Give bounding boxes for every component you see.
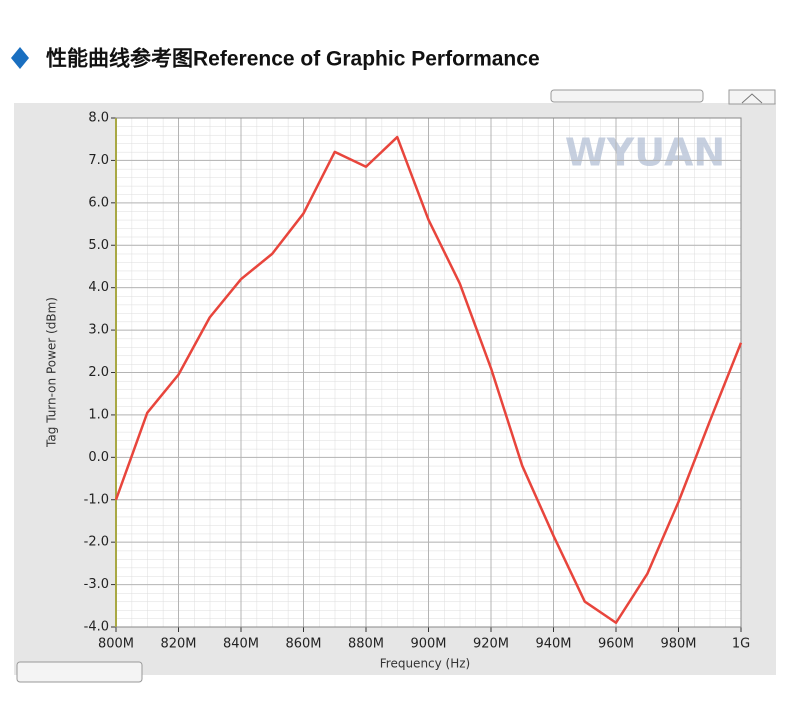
x-tick-label: 940M [535,637,571,652]
x-tick-label: 820M [160,637,196,652]
watermark: WYUAN [565,131,725,175]
x-tick-label: 800M [98,637,134,652]
y-axis-title: Tag Turn-on Power (dBm) [45,297,59,448]
y-tick-label: 6.0 [88,195,109,210]
x-tick-label: 920M [473,637,509,652]
y-tick-label: -1.0 [84,492,109,507]
x-axis-title: Frequency (Hz) [380,657,471,671]
x-tick-label: 840M [223,637,259,652]
x-tick-label: 900M [410,637,446,652]
x-tick-label: 980M [660,637,696,652]
chart-layer: -4.0 -3.0 -2.0 -1.0 0.0 1.0 2.0 3.0 4.0 5.0 6.0 7.0… [84,111,751,652]
scroll-tab [550,89,704,103]
scroll-button[interactable] [728,89,776,105]
y-tick-label: 3.0 [88,323,109,338]
arrow-up [741,93,763,104]
y-tick-label: 7.0 [88,153,109,168]
y-tick-label: 1.0 [88,407,109,422]
y-tick-label: 8.0 [88,111,109,126]
x-tick-label: 880M [348,637,384,652]
header-icon [11,47,29,69]
y-tick-label: -2.0 [84,535,109,550]
y-tick-label: 4.0 [88,280,109,295]
y-tick-label: -3.0 [84,577,109,592]
y-tick-label: 5.0 [88,238,109,253]
plot-frame [115,117,742,628]
x-tick-label: 960M [598,637,634,652]
tool-palette[interactable] [16,661,143,683]
y-tick-label: 0.0 [88,450,109,465]
x-tick-label: 860M [285,637,321,652]
series-line [114,135,743,625]
x-tick-label: 1G [732,637,750,652]
y-tick-label: 2.0 [88,365,109,380]
y-tick-label: -4.0 [84,620,109,635]
header-title: 性能曲线参考图Reference of Graphic Performance [46,47,540,71]
